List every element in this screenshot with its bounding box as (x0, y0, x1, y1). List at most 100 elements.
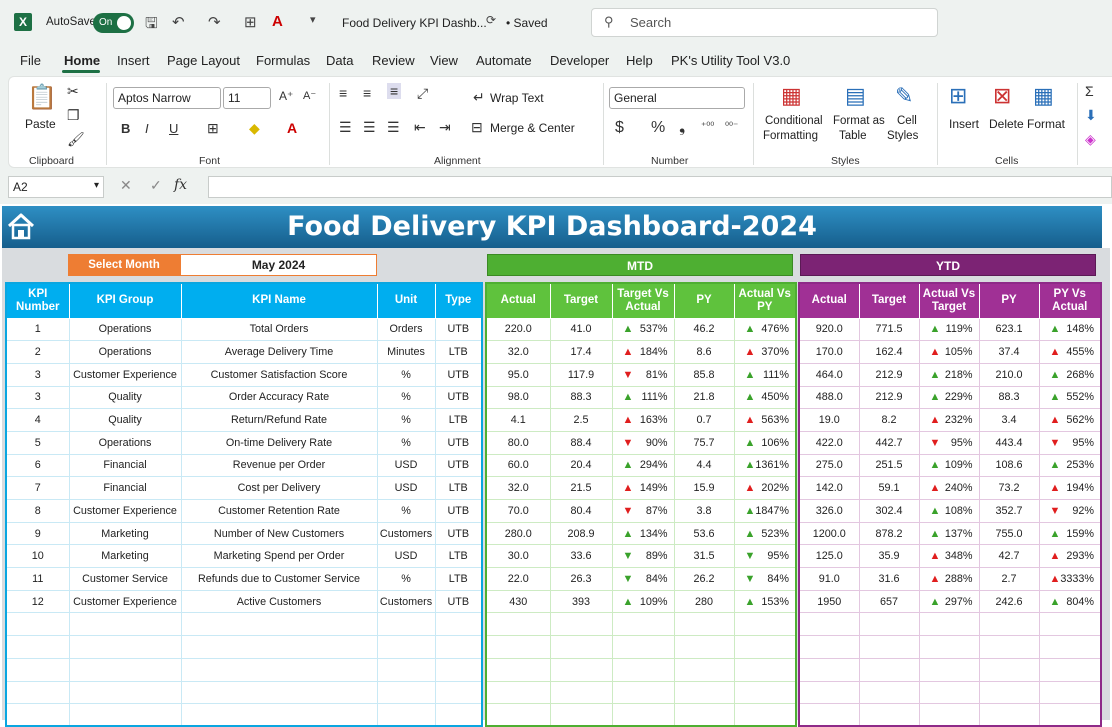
empty-cell[interactable] (611, 680, 675, 705)
document-title[interactable]: Food Delivery KPI Dashb... (342, 16, 487, 30)
kpi-group-cell[interactable]: Marketing (68, 544, 182, 569)
ytd-actual-cell[interactable]: 1200.0 (798, 521, 860, 546)
align-center-icon[interactable]: ☰ (363, 119, 376, 135)
empty-cell[interactable] (978, 635, 1040, 659)
increase-decimal-icon[interactable]: ⁺⁰⁰ (701, 121, 715, 132)
type-cell[interactable]: UTB (434, 499, 483, 523)
ytd-target-compare-cell[interactable]: ▲ 105% (918, 340, 980, 364)
mtd-target-cell[interactable]: 17.4 (549, 340, 613, 364)
ytd-actual-cell[interactable]: 488.0 (798, 385, 860, 410)
mtd-target-compare-cell[interactable]: ▼ 89% (611, 544, 675, 569)
kpi-group-cell[interactable]: Financial (68, 453, 182, 478)
ytd-actual-cell[interactable]: 464.0 (798, 362, 860, 387)
mtd-actual-cell[interactable]: 32.0 (485, 340, 551, 364)
ytd-target-compare-cell[interactable]: ▲ 348% (918, 544, 980, 569)
empty-cell[interactable] (376, 612, 436, 637)
empty-cell[interactable] (485, 657, 551, 682)
ytd-target-cell[interactable]: 162.4 (858, 340, 920, 364)
ytd-target-cell[interactable]: 35.9 (858, 544, 920, 569)
empty-cell[interactable] (180, 657, 378, 682)
kpi-group-cell[interactable]: Customer Experience (68, 362, 182, 387)
type-cell[interactable]: LTB (434, 340, 483, 364)
empty-cell[interactable] (673, 680, 735, 705)
mtd-py-compare-cell[interactable]: ▲ 370% (733, 340, 797, 364)
empty-cell[interactable] (733, 657, 797, 682)
ytd-target-cell[interactable]: 302.4 (858, 499, 920, 523)
kpi-name-cell[interactable]: Revenue per Order (180, 453, 378, 478)
kpi-group-cell[interactable]: Operations (68, 317, 182, 342)
empty-cell[interactable] (180, 680, 378, 705)
empty-cell[interactable] (858, 657, 920, 682)
mtd-actual-cell[interactable]: 32.0 (485, 476, 551, 500)
empty-cell[interactable] (918, 680, 980, 705)
type-cell[interactable]: LTB (434, 408, 483, 432)
increase-indent-icon[interactable]: ⇥ (439, 119, 451, 135)
mtd-py-compare-cell[interactable]: ▲ 106% (733, 430, 797, 455)
mtd-py-cell[interactable]: 26.2 (673, 567, 735, 591)
ytd-py-cell[interactable]: 443.4 (978, 430, 1040, 455)
align-left-icon[interactable]: ☰ (339, 119, 352, 135)
formatting-label[interactable]: Formatting (763, 130, 818, 142)
mtd-py-cell[interactable]: 31.5 (673, 544, 735, 569)
ytd-target-compare-cell[interactable]: ▲ 232% (918, 408, 980, 432)
cell-label[interactable]: Cell (897, 115, 917, 127)
ytd-py-cell[interactable]: 73.2 (978, 476, 1040, 500)
empty-cell[interactable] (611, 657, 675, 682)
ytd-py-cell[interactable]: 755.0 (978, 521, 1040, 546)
kpi-group-cell[interactable]: Customer Experience (68, 589, 182, 614)
menu-review[interactable]: Review (372, 53, 415, 68)
empty-cell[interactable] (978, 680, 1040, 705)
formula-input[interactable] (208, 176, 1112, 198)
kpi-number-cell[interactable]: 3 (5, 385, 70, 410)
empty-cell[interactable] (549, 657, 613, 682)
empty-cell[interactable] (733, 680, 797, 705)
ytd-py-compare-cell[interactable]: ▲ 562% (1038, 408, 1102, 432)
empty-cell[interactable] (978, 703, 1040, 727)
empty-cell[interactable] (918, 703, 980, 727)
empty-cell[interactable] (5, 657, 70, 682)
font-family-select[interactable]: Aptos Narrow (113, 87, 221, 109)
ytd-py-compare-cell[interactable]: ▲ 293% (1038, 544, 1102, 569)
conditional-formatting-icon[interactable]: ▦ (781, 83, 802, 108)
empty-cell[interactable] (376, 703, 436, 727)
menu-file[interactable]: File (20, 53, 41, 68)
number-format-select[interactable]: General (609, 87, 745, 109)
undo-icon[interactable]: ↶ (172, 14, 185, 31)
ytd-target-cell[interactable]: 31.6 (858, 567, 920, 591)
menu-help[interactable]: Help (626, 53, 653, 68)
conditional-label[interactable]: Conditional (765, 115, 823, 127)
empty-cell[interactable] (180, 703, 378, 727)
ytd-target-compare-cell[interactable]: ▼ 95% (918, 430, 980, 455)
kpi-group-cell[interactable]: Customer Experience (68, 499, 182, 523)
empty-cell[interactable] (918, 635, 980, 659)
format-as-label[interactable]: Format as (833, 115, 885, 127)
kpi-number-cell[interactable]: 10 (5, 544, 70, 569)
empty-cell[interactable] (485, 612, 551, 637)
unit-cell[interactable]: Orders (376, 317, 436, 342)
ytd-py-cell[interactable]: 2.7 (978, 567, 1040, 591)
mtd-py-cell[interactable]: 280 (673, 589, 735, 614)
empty-cell[interactable] (858, 612, 920, 637)
mtd-target-cell[interactable]: 20.4 (549, 453, 613, 478)
mtd-target-compare-cell[interactable]: ▼ 81% (611, 362, 675, 387)
menu-insert[interactable]: Insert (117, 53, 150, 68)
ytd-target-cell[interactable]: 442.7 (858, 430, 920, 455)
kpi-group-cell[interactable]: Operations (68, 340, 182, 364)
kpi-group-cell[interactable]: Customer Service (68, 567, 182, 591)
mtd-py-cell[interactable]: 53.6 (673, 521, 735, 546)
autosum-icon[interactable]: Σ (1085, 83, 1094, 99)
mtd-target-compare-cell[interactable]: ▼ 84% (611, 567, 675, 591)
unit-cell[interactable]: Customers (376, 521, 436, 546)
ytd-actual-cell[interactable]: 142.0 (798, 476, 860, 500)
mtd-target-compare-cell[interactable]: ▼ 87% (611, 499, 675, 523)
menu-view[interactable]: View (430, 53, 458, 68)
bold-icon[interactable]: B (121, 121, 131, 136)
mtd-py-cell[interactable]: 3.8 (673, 499, 735, 523)
table-label[interactable]: Table (839, 130, 867, 142)
mtd-target-cell[interactable]: 21.5 (549, 476, 613, 500)
empty-cell[interactable] (376, 657, 436, 682)
empty-cell[interactable] (376, 635, 436, 659)
mtd-py-compare-cell[interactable]: ▲ 1847% (733, 499, 797, 523)
merge-center-button[interactable]: Merge & Center (490, 121, 575, 135)
text-color-icon[interactable]: A (287, 120, 298, 136)
